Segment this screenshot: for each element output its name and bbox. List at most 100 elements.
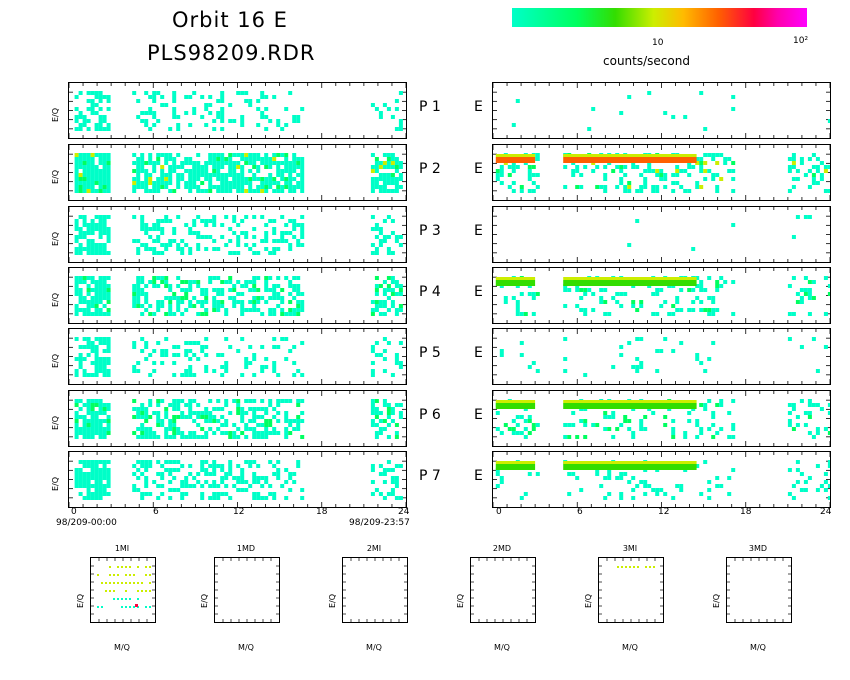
heatmap-cell bbox=[94, 496, 99, 500]
heatmap-cell bbox=[260, 177, 265, 181]
heatmap-cell bbox=[200, 464, 205, 468]
heatmap-cell bbox=[212, 464, 217, 468]
heatmap-cell bbox=[394, 181, 399, 185]
heatmap-cell bbox=[527, 169, 532, 173]
heatmap-cell bbox=[82, 373, 87, 377]
heatmap-cell bbox=[212, 415, 217, 419]
heatmap-cell bbox=[280, 312, 285, 316]
heatmap-cell bbox=[132, 484, 137, 488]
heatmap-cell bbox=[268, 173, 273, 177]
heatmap-cell bbox=[292, 219, 297, 223]
heatmap-cell bbox=[148, 403, 153, 407]
heatmap-cell bbox=[90, 111, 95, 115]
heatmap-cell bbox=[106, 123, 111, 127]
heatmap-cell bbox=[671, 431, 676, 435]
heatmap-cell bbox=[815, 488, 820, 492]
heatmap-cell bbox=[300, 373, 305, 377]
heatmap-cell bbox=[204, 435, 209, 439]
heatmap-cell bbox=[196, 185, 201, 189]
heatmap-cell bbox=[132, 431, 137, 435]
heatmap-cell bbox=[78, 292, 83, 296]
heatmap-cell bbox=[599, 484, 604, 488]
heatmap-cell bbox=[98, 157, 103, 161]
heatmap-cell bbox=[164, 153, 169, 157]
strip-left-4 bbox=[68, 267, 407, 324]
heatmap-cell bbox=[284, 239, 289, 243]
heatmap-cell bbox=[631, 304, 636, 308]
heatmap-cell bbox=[176, 431, 181, 435]
heatmap-cell bbox=[78, 353, 83, 357]
heatmap-cell bbox=[192, 435, 197, 439]
heatmap-cell bbox=[515, 300, 520, 304]
heatmap-cell bbox=[284, 399, 289, 403]
heatmap-cell bbox=[184, 435, 189, 439]
heatmap-cell bbox=[74, 284, 79, 288]
heatmap-cell bbox=[224, 399, 229, 403]
heatmap-cell bbox=[216, 496, 221, 500]
heatmap-cell bbox=[204, 103, 209, 107]
heatmap-cell bbox=[256, 153, 261, 157]
heatmap-cell bbox=[98, 308, 103, 312]
heatmap-cell bbox=[280, 173, 285, 177]
heatmap-cell bbox=[703, 177, 708, 181]
heatmap-cell bbox=[200, 460, 205, 464]
heatmap-cell bbox=[164, 431, 169, 435]
heatmap-cell bbox=[236, 223, 241, 227]
heatmap-cell bbox=[268, 276, 273, 280]
heatmap-cell bbox=[136, 435, 141, 439]
heatmap-cell bbox=[228, 496, 233, 500]
heatmap-cell bbox=[240, 304, 245, 308]
heatmap-cell bbox=[102, 161, 107, 165]
heatmap-cell bbox=[90, 91, 95, 95]
heatmap-cell bbox=[208, 464, 213, 468]
mass-panel-1md bbox=[214, 557, 280, 623]
heatmap-cell bbox=[106, 161, 111, 165]
heatmap-cell bbox=[787, 411, 792, 415]
heatmap-cell bbox=[499, 431, 504, 435]
heatmap-cell bbox=[156, 308, 161, 312]
heatmap-cell bbox=[156, 251, 161, 255]
heatmap-cell bbox=[152, 251, 157, 255]
heatmap-cell bbox=[256, 288, 261, 292]
heatmap-cell bbox=[140, 223, 145, 227]
heatmap-cell bbox=[244, 399, 249, 403]
heatmap-cell bbox=[188, 177, 193, 181]
mass-dot bbox=[121, 566, 123, 568]
heatmap-cell bbox=[635, 219, 640, 223]
heatmap-cell bbox=[276, 472, 281, 476]
heatmap-cell bbox=[188, 411, 193, 415]
heatmap-cell bbox=[102, 357, 107, 361]
heatmap-cell bbox=[90, 399, 95, 403]
heatmap-cell bbox=[679, 185, 684, 189]
heatmap-cell bbox=[156, 435, 161, 439]
heatmap-cell bbox=[220, 480, 225, 484]
heatmap-cell bbox=[280, 337, 285, 341]
heatmap-cell bbox=[78, 468, 83, 472]
heatmap-cell bbox=[82, 235, 87, 239]
heatmap-cell bbox=[106, 427, 111, 431]
heatmap-cell bbox=[711, 300, 716, 304]
heatmap-cell bbox=[94, 357, 99, 361]
heatmap-cell bbox=[394, 161, 399, 165]
heatmap-cell bbox=[390, 157, 395, 161]
heatmap-cell bbox=[86, 288, 91, 292]
heatmap-cell bbox=[164, 312, 169, 316]
heatmap-cell bbox=[256, 476, 261, 480]
heatmap-cell bbox=[651, 169, 656, 173]
heatmap-cell bbox=[499, 181, 504, 185]
heatmap-cell bbox=[74, 153, 79, 157]
heatmap-cell bbox=[272, 365, 277, 369]
heatmap-cell bbox=[232, 215, 237, 219]
heatmap-cell bbox=[98, 284, 103, 288]
heatmap-cell bbox=[579, 288, 584, 292]
heatmap-cell bbox=[727, 476, 732, 480]
heatmap-cell bbox=[180, 464, 185, 468]
heatmap-cell bbox=[204, 345, 209, 349]
heatmap-cell bbox=[807, 157, 812, 161]
heatmap-cell bbox=[140, 411, 145, 415]
heatmap-cell bbox=[643, 181, 648, 185]
heatmap-cell bbox=[172, 189, 177, 193]
heatmap-cell bbox=[296, 304, 301, 308]
mass-dot bbox=[121, 582, 123, 584]
mass-panel-2mi bbox=[342, 557, 408, 623]
